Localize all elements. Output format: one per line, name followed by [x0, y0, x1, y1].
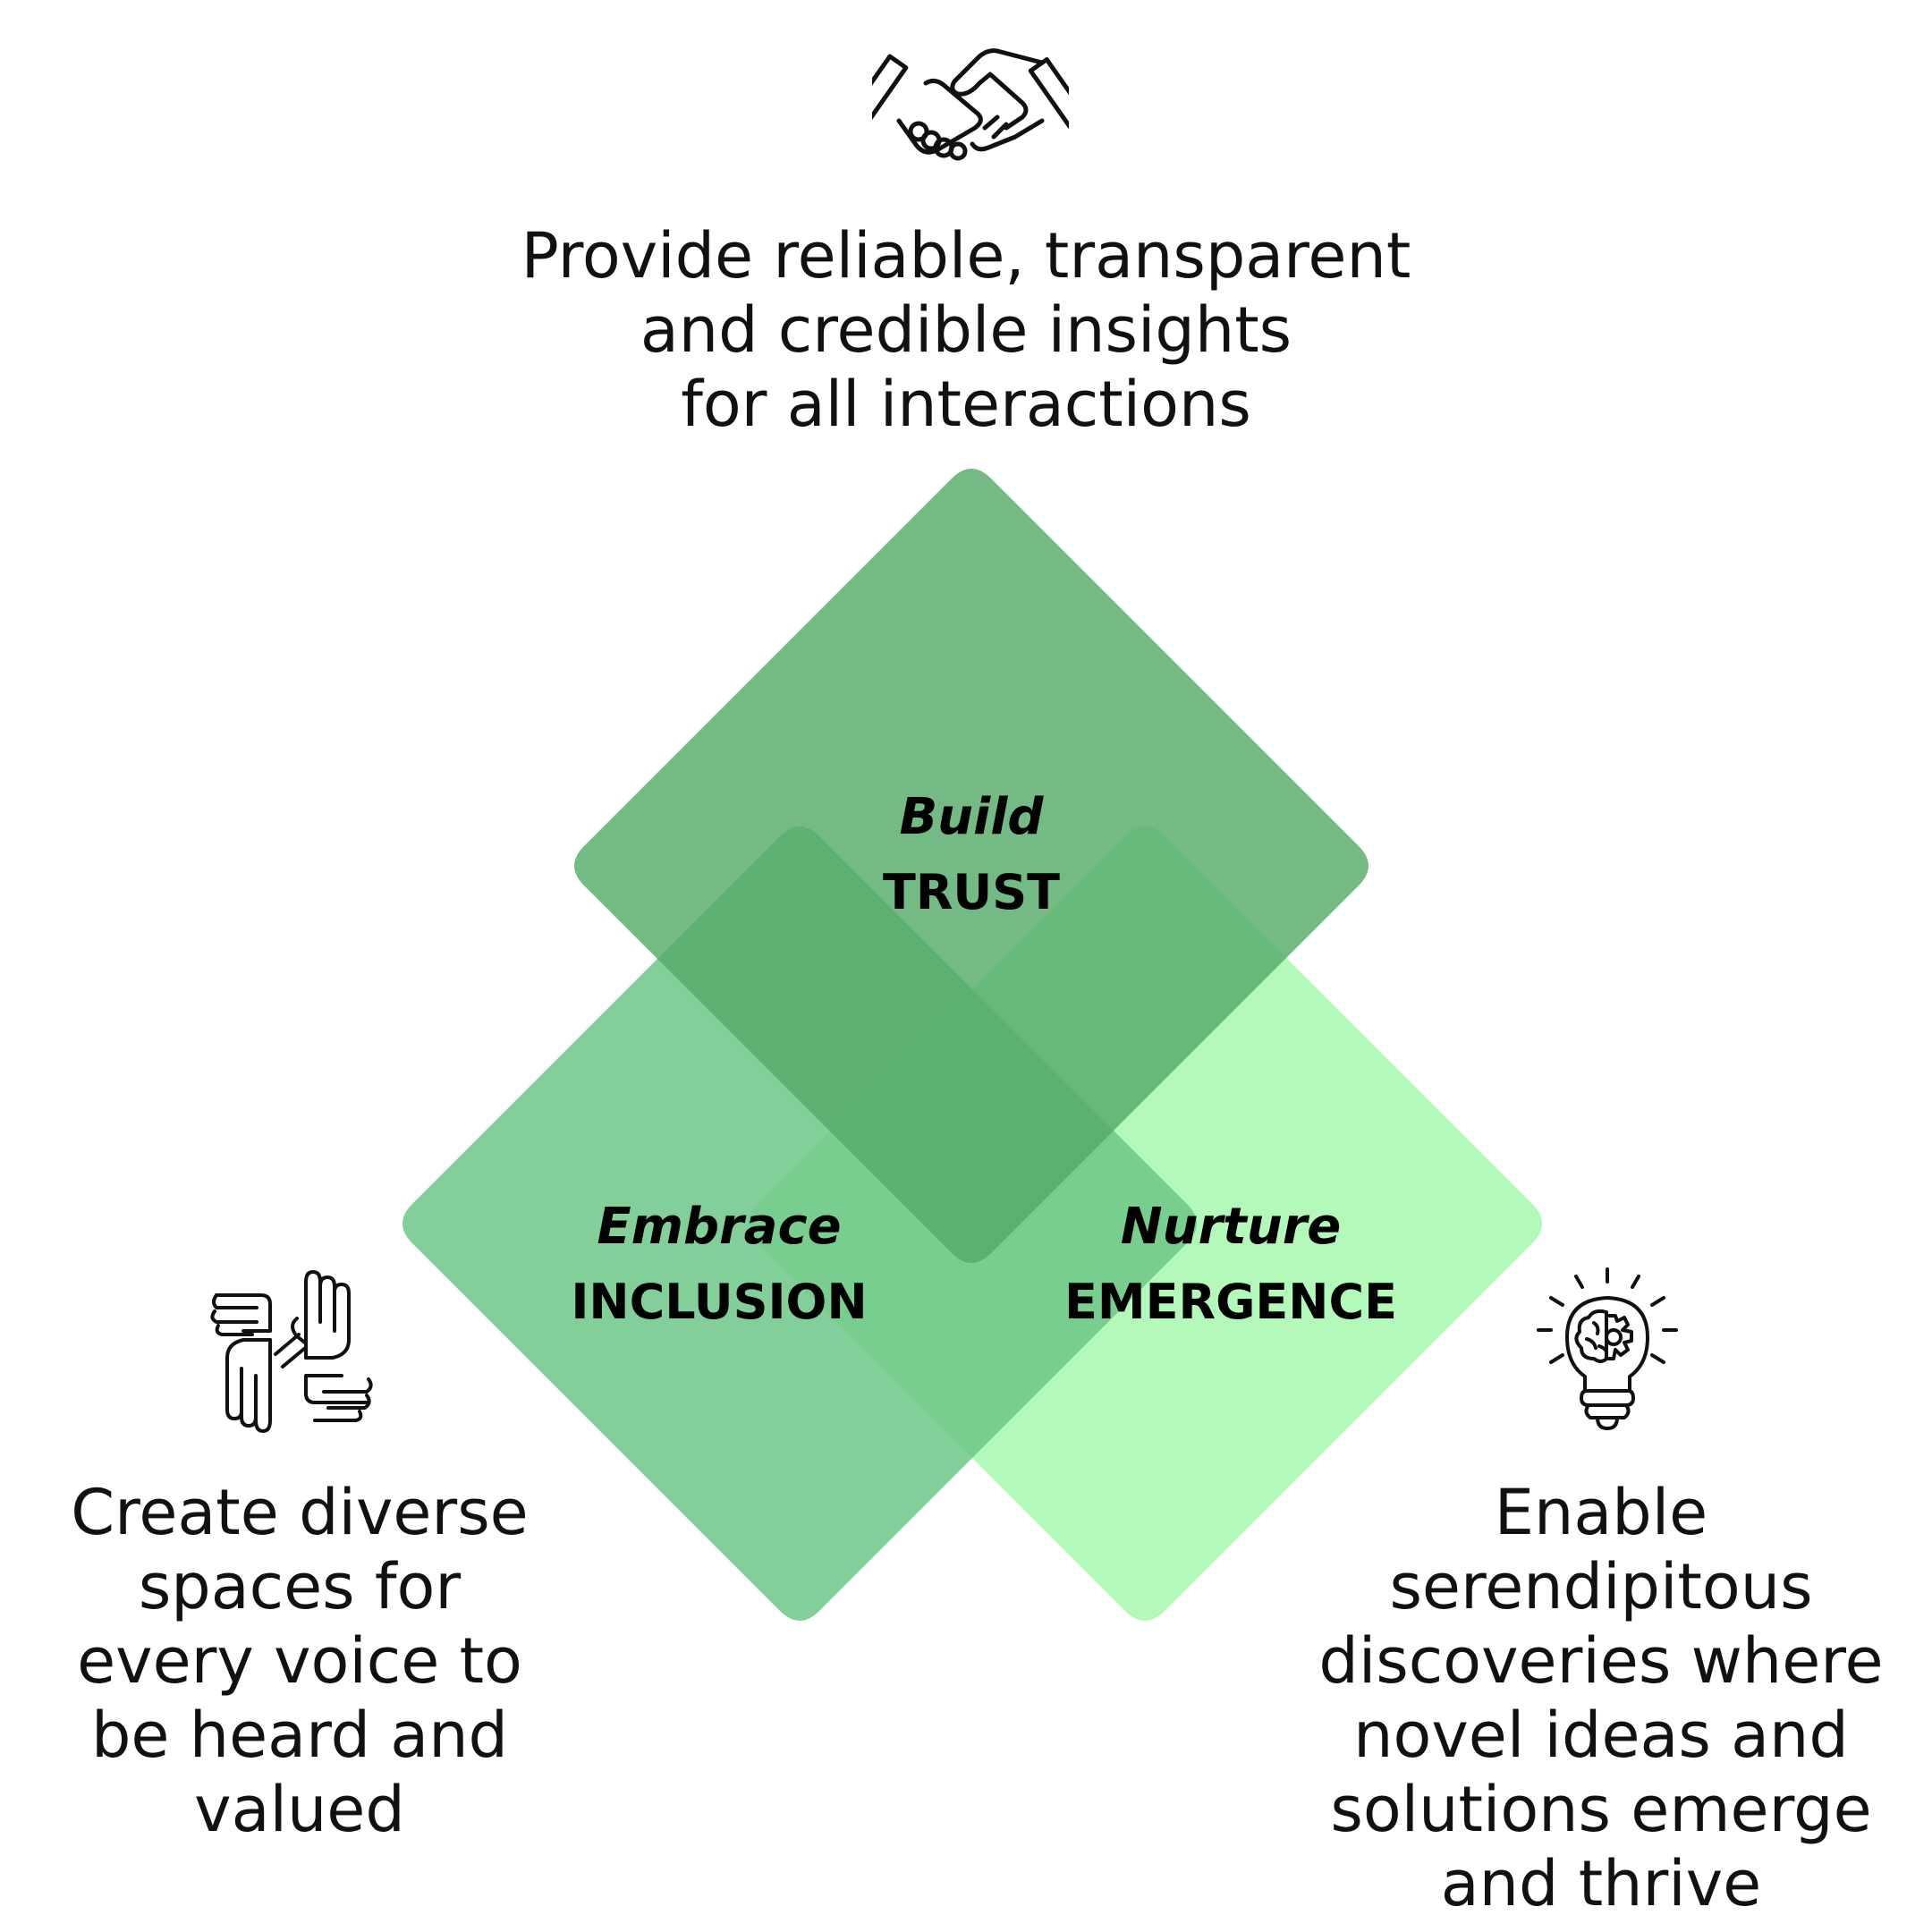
inclusion-description-line: spaces for [138, 1550, 462, 1623]
hands-circle-icon [210, 1270, 373, 1433]
emergence-noun: EMERGENCE [1063, 1274, 1397, 1330]
emergence-description-line: solutions emerge [1330, 1773, 1872, 1846]
trust-description: Provide reliable, transparent and credib… [0, 219, 1932, 442]
emergence-description-line: Enable [1494, 1476, 1708, 1549]
trust-description-line: and credible insights [640, 293, 1292, 367]
emergence-description-line: novel ideas and [1353, 1699, 1849, 1772]
emergence-description-line: serendipitous [1389, 1550, 1813, 1623]
emergence-description-line: and thrive [1440, 1847, 1762, 1920]
inclusion-description-line: every voice to [77, 1624, 522, 1698]
emergence-description-line: discoveries where [1318, 1624, 1884, 1698]
trust-description-line: for all interactions [681, 368, 1251, 441]
inclusion-description: Create diverse spaces for every voice to… [36, 1476, 564, 1847]
trust-label: Build TRUST [792, 780, 1150, 930]
inclusion-description-line: be heard and [90, 1699, 508, 1772]
handshake-icon [872, 48, 1069, 161]
inclusion-verb: Embrace [597, 1198, 842, 1256]
inclusion-label: Embrace INCLUSION [540, 1190, 898, 1340]
emergence-label: Nurture EMERGENCE [1043, 1190, 1419, 1340]
trust-verb: Build [899, 788, 1044, 846]
lightbulb-brain-gear-icon [1537, 1267, 1678, 1430]
trust-description-line: Provide reliable, transparent [521, 219, 1411, 292]
emergence-verb: Nurture [1120, 1198, 1342, 1256]
inclusion-noun: INCLUSION [571, 1274, 868, 1330]
inclusion-description-line: Create diverse [71, 1476, 529, 1549]
trust-diamond [574, 469, 1368, 1263]
emergence-description: Enable serendipitous discoveries where n… [1288, 1476, 1914, 1921]
trust-noun: TRUST [883, 864, 1060, 920]
inclusion-description-line: valued [194, 1773, 405, 1846]
